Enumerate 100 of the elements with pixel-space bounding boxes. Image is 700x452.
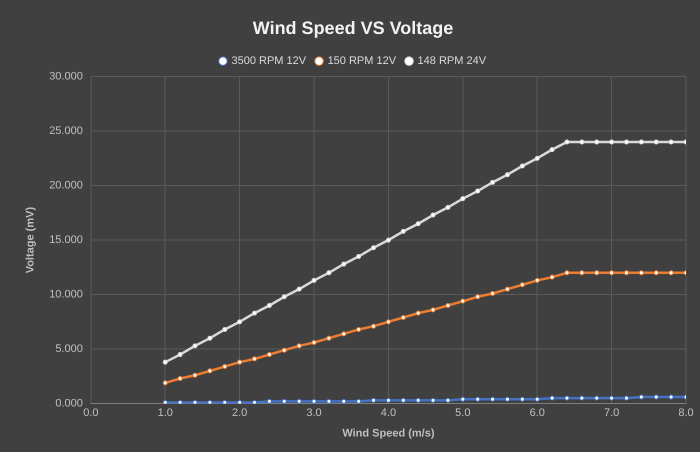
point [282,294,287,300]
x-tick-label: 0.0 [83,407,98,420]
point [162,360,168,365]
point [520,282,525,288]
point [162,400,168,404]
point [654,270,659,276]
point [504,396,510,402]
point [490,291,496,296]
point [534,156,540,161]
point [638,270,644,276]
point [624,140,629,144]
point [266,303,272,308]
point [356,398,362,404]
point [386,238,391,243]
point [534,278,540,283]
point [386,398,391,403]
point [326,270,332,276]
point [296,398,302,404]
point [668,270,674,276]
x-tick-label: 6.0 [530,407,545,420]
point [638,394,644,400]
point [207,336,212,341]
point [266,352,272,358]
point [594,140,600,144]
point [326,336,332,341]
point [356,326,362,332]
point [445,204,450,210]
y-axis-title: Voltage (mV) [24,206,37,274]
point [564,140,570,144]
y-tick-label: 30.000 [49,70,83,83]
legend-label: 3500 RPM 12V [231,55,307,68]
point [386,319,391,324]
point [609,396,614,401]
point [668,140,674,144]
point [296,343,302,348]
point [624,396,629,401]
point [534,396,540,402]
point [326,398,332,404]
point [341,398,346,404]
y-tick-label: 25.000 [49,125,83,138]
x-tick-label: 7.0 [604,407,620,420]
point [460,396,466,402]
point [312,398,317,404]
point [371,324,376,329]
point [654,394,659,400]
point [207,368,212,374]
x-tick-label: 4.0 [380,407,396,420]
point [594,396,600,401]
x-tick-label: 1.0 [158,407,173,420]
point [579,140,584,144]
point [356,254,362,259]
point [564,270,570,276]
point [178,352,183,358]
point [638,140,644,144]
point [654,140,659,144]
x-tick-label: 8.0 [678,407,694,420]
point [296,286,302,292]
point [504,172,510,178]
point [162,380,168,386]
point [178,376,183,382]
point [237,360,242,365]
point [341,331,346,336]
point [207,400,212,404]
point [400,314,406,320]
point [222,400,228,404]
point [564,396,570,401]
point [550,147,555,152]
point [430,398,436,403]
point [490,396,496,402]
y-tick-label: 20.000 [49,180,83,192]
point [609,270,614,276]
point [371,245,376,250]
point [490,180,496,185]
y-tick-label: 0.000 [55,398,83,410]
point [416,398,421,403]
point [252,356,258,362]
x-tick-label: 3.0 [306,407,322,420]
point [624,270,629,276]
y-tick-label: 15.000 [49,234,83,246]
point [178,400,183,404]
point [475,188,480,194]
point [252,310,258,316]
point [504,286,510,292]
chart-title: Wind Speed VS Voltage [252,18,454,38]
point [460,298,466,304]
point [520,163,525,168]
y-tick-label: 10.000 [49,288,83,301]
legend-label: 148 RPM 24V [418,55,487,68]
point [312,278,317,283]
x-tick-label: 2.0 [232,407,248,420]
point [416,221,421,226]
point [430,307,436,312]
point [400,228,406,234]
point [430,212,436,218]
point [475,294,480,300]
legend-label: 150 RPM 12V [328,55,397,68]
point [550,274,555,280]
point [445,398,450,403]
point [192,400,198,404]
x-tick-label: 5.0 [455,407,470,420]
